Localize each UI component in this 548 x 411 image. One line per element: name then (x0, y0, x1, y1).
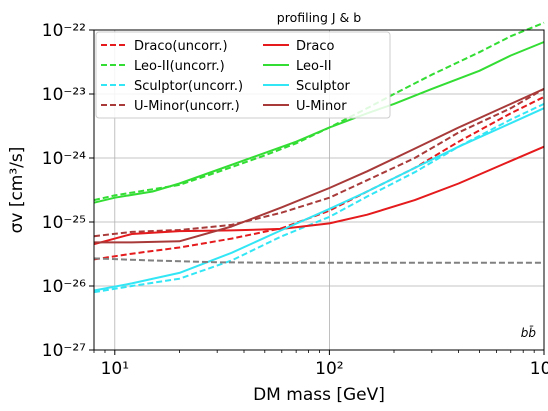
legend: Draco(uncorr.) Leo-II(uncorr.) Sculptor(un… (95, 31, 391, 119)
y-tick-label: 10⁻²⁴ (42, 149, 86, 169)
legend-label: U-Minor(uncorr.) (134, 99, 240, 114)
series-line-sculptor (93, 107, 545, 292)
series-line-draco (93, 145, 545, 246)
channel-annotation: bb̄ (521, 326, 537, 340)
series-line-sculptor-uncorr (93, 102, 545, 294)
legend-label: Sculptor (296, 79, 351, 94)
legend-label: Draco (296, 39, 334, 54)
legend-box (95, 31, 391, 119)
y-tick-label: 10⁻²³ (42, 85, 86, 105)
series-line-u-minor-uncorr (93, 88, 545, 238)
x-axis-label: DM mass [GeV] (253, 385, 385, 405)
series-line-reference (93, 257, 544, 264)
series-layer (93, 21, 545, 294)
y-tick-label: 10⁻²⁶ (42, 277, 86, 297)
series-line-leo-ii (93, 41, 545, 204)
x-tick-label: 10² (315, 359, 343, 379)
legend-label: Draco(uncorr.) (134, 39, 228, 54)
series-line-draco-uncorr (93, 96, 545, 261)
legend-label: Leo-II(uncorr.) (134, 59, 225, 74)
legend-label: Sculptor(uncorr.) (134, 79, 243, 94)
y-tick-label: 10⁻²⁷ (42, 341, 86, 361)
y-axis-label: σv [cm³/s] (7, 147, 27, 234)
x-tick-label: 10¹ (101, 359, 129, 379)
legend-label: Leo-II (296, 59, 332, 74)
plot-frame (93, 29, 545, 351)
chart-title: profiling J & b (277, 10, 361, 25)
y-tick-label: 10⁻²² (42, 21, 86, 41)
series-line-u-minor (94, 87, 545, 244)
x-tick-label: 10³ (530, 359, 548, 379)
y-tick-label: 10⁻²⁵ (42, 213, 86, 233)
ticks: 10¹ 10² 10³ 10⁻²⁷ 10⁻²⁶ 10⁻²⁵ 10⁻²⁴ 10⁻²³ 10⁻²² (42, 21, 548, 379)
legend-label: U-Minor (296, 99, 347, 114)
